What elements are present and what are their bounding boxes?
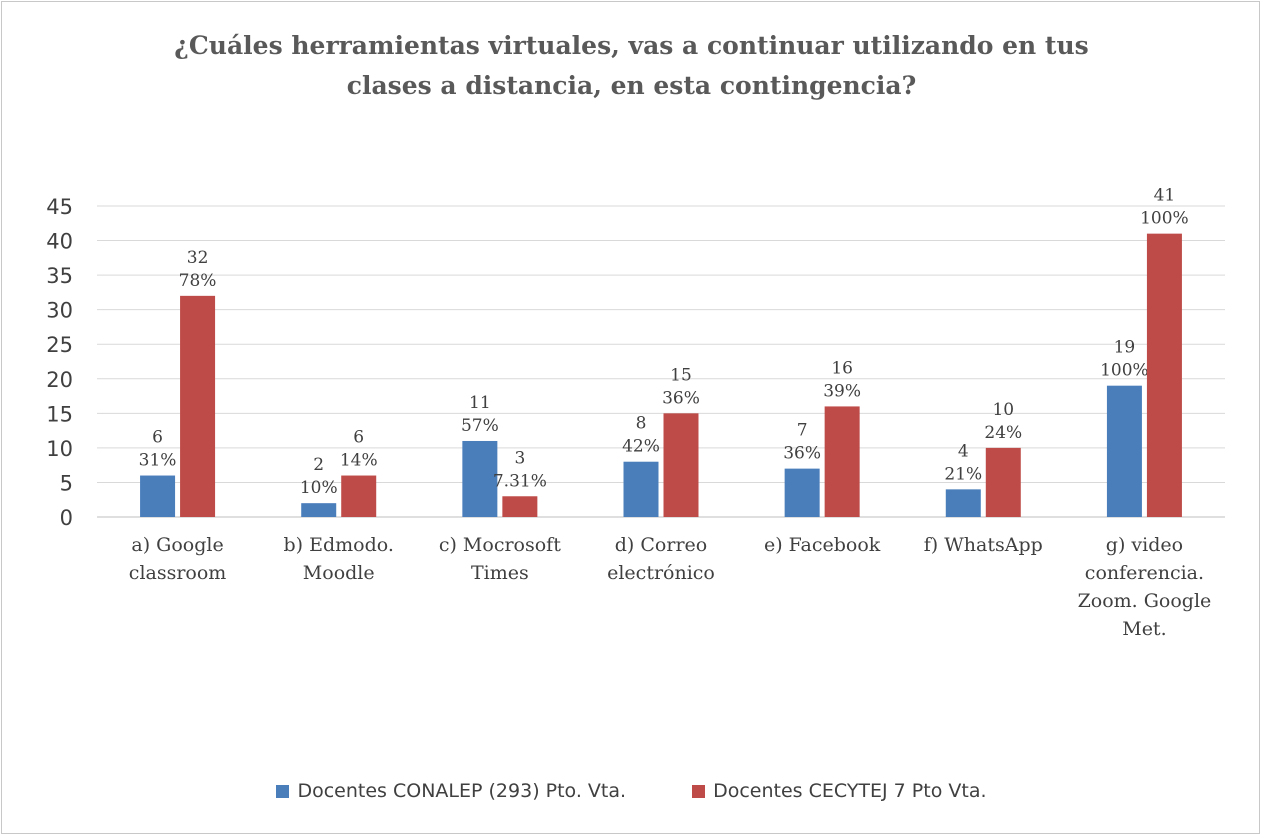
- data-label-series2-7-line1: 41: [1154, 186, 1176, 206]
- bar-series2-1: [180, 295, 216, 517]
- x-category-label-7-line2: conferencia.: [1085, 562, 1204, 584]
- data-label-series2-5-line1: 16: [831, 358, 853, 378]
- x-category-label-6-line1: f) WhatsApp: [924, 534, 1043, 556]
- data-label-series2-7-line2: 100%: [1140, 209, 1189, 229]
- x-category-label-3-line1: c) Mocrosoft: [439, 534, 561, 556]
- data-label-series2-3-line1: 3: [514, 448, 525, 468]
- data-label-series1-2-line1: 2: [313, 455, 324, 475]
- bar-series1-3: [462, 440, 498, 517]
- legend-item-cecytej: Docentes CECYTEJ 7 Pto Vta.: [692, 780, 987, 802]
- data-label-series2-6-line2: 24%: [984, 423, 1022, 443]
- bar-series1-4: [623, 461, 659, 517]
- y-tick-label-20: 20: [46, 368, 73, 392]
- bar-series1-7: [1106, 385, 1142, 517]
- x-category-label-3-line2: Times: [471, 562, 529, 584]
- x-category-label-4-line1: d) Correo: [615, 534, 707, 556]
- bar-series2-4: [663, 413, 699, 517]
- bar-series2-6: [985, 447, 1021, 517]
- y-tick-label-25: 25: [46, 333, 73, 357]
- bar-series1-1: [140, 475, 176, 517]
- x-category-label-2-line1: b) Edmodo.: [284, 534, 394, 556]
- y-tick-label-45: 45: [46, 195, 73, 219]
- x-category-label-5-line1: e) Facebook: [764, 534, 881, 556]
- bar-series2-7: [1146, 233, 1182, 517]
- data-label-series2-4-line1: 15: [670, 365, 692, 385]
- legend-swatch-cecytej: [692, 784, 706, 798]
- data-label-series2-2-line1: 6: [353, 428, 364, 448]
- legend-label-conalep: Docentes CONALEP (293) Pto. Vta.: [297, 780, 627, 802]
- data-label-series1-7-line1: 19: [1114, 338, 1136, 358]
- x-category-label-7-line4: Met.: [1122, 618, 1166, 640]
- data-label-series1-5-line1: 7: [797, 421, 808, 441]
- bar-series2-5: [824, 406, 860, 517]
- legend: Docentes CONALEP (293) Pto. Vta. Docente…: [0, 780, 1263, 803]
- chart-title-line-1: ¿Cuáles herramientas virtuales, vas a co…: [174, 31, 1089, 60]
- x-category-label-4-line2: electrónico: [607, 562, 715, 584]
- data-label-series1-4-line1: 8: [636, 414, 647, 434]
- data-label-series1-1-line1: 6: [152, 428, 163, 448]
- bar-series1-2: [301, 503, 337, 517]
- legend-swatch-conalep: [276, 784, 290, 798]
- data-label-series1-5-line2: 36%: [783, 444, 821, 464]
- x-category-label-1-line1: a) Google: [131, 534, 223, 556]
- x-category-label-7-line3: Zoom. Google: [1078, 590, 1212, 612]
- data-label-series2-1-line2: 78%: [179, 271, 217, 291]
- data-label-series2-5-line2: 39%: [823, 381, 861, 401]
- y-tick-label-5: 5: [60, 471, 73, 495]
- data-label-series1-4-line2: 42%: [622, 437, 660, 457]
- x-category-label-1-line2: classroom: [129, 562, 227, 584]
- legend-item-conalep: Docentes CONALEP (293) Pto. Vta.: [276, 780, 626, 802]
- data-label-series2-4-line2: 36%: [662, 388, 700, 408]
- bar-series1-6: [945, 489, 981, 517]
- data-label-series2-6-line1: 10: [992, 400, 1014, 420]
- data-label-series1-6-line1: 4: [958, 441, 969, 461]
- data-label-series1-6-line2: 21%: [944, 464, 982, 484]
- chart-title: ¿Cuáles herramientas virtuales, vas a co…: [0, 26, 1263, 106]
- bar-series2-3: [502, 496, 538, 517]
- data-label-series2-3-line2: 7.31%: [493, 471, 547, 491]
- data-label-series1-1-line2: 31%: [139, 451, 177, 471]
- y-tick-label-15: 15: [46, 402, 73, 426]
- y-tick-label-30: 30: [46, 299, 73, 323]
- legend-label-cecytej: Docentes CECYTEJ 7 Pto Vta.: [713, 780, 987, 802]
- bar-series2-2: [341, 475, 377, 517]
- data-label-series1-3-line2: 57%: [461, 416, 499, 436]
- data-label-series2-1-line1: 32: [187, 248, 209, 268]
- x-category-label-7-line1: g) video: [1106, 534, 1183, 556]
- y-tick-label-40: 40: [46, 230, 73, 254]
- data-label-series1-2-line2: 10%: [300, 478, 338, 498]
- y-tick-label-35: 35: [46, 264, 73, 288]
- data-label-series2-2-line2: 14%: [340, 451, 378, 471]
- x-category-label-2-line2: Moodle: [303, 562, 375, 584]
- chart-title-line-2: clases a distancia, en esta contingencia…: [346, 71, 917, 100]
- y-tick-label-10: 10: [46, 437, 73, 461]
- data-label-series1-7-line2: 100%: [1100, 361, 1149, 381]
- y-tick-label-0: 0: [60, 506, 73, 530]
- bar-series1-5: [784, 468, 820, 517]
- data-label-series1-3-line1: 11: [469, 393, 491, 413]
